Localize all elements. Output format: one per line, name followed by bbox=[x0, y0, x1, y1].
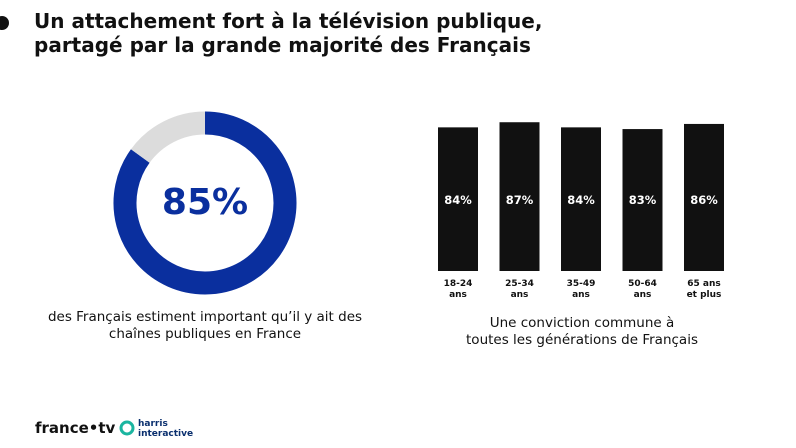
bar-value-label: 87% bbox=[506, 193, 534, 207]
x-tick-label: 65 ans et plus bbox=[687, 279, 722, 300]
bar bbox=[622, 129, 663, 271]
bar-caption: Une conviction commune à toutes les génér… bbox=[466, 315, 698, 348]
harris-logo: harris interactive bbox=[138, 419, 193, 439]
bar bbox=[684, 123, 724, 271]
bar bbox=[499, 122, 540, 271]
title-bullet bbox=[0, 16, 9, 30]
slide-title: Un attachement fort à la télévision publ… bbox=[34, 9, 542, 57]
x-tick-label: 50-64 ans bbox=[628, 279, 657, 300]
donut-center-label: 85% bbox=[162, 182, 248, 223]
x-tick-label: 18-24 ans bbox=[444, 279, 473, 300]
donut-segment bbox=[130, 111, 206, 164]
bar-value-label: 83% bbox=[629, 193, 657, 207]
harris-logo-icon bbox=[119, 420, 135, 436]
x-tick-label: 25-34 ans bbox=[505, 279, 534, 300]
bar bbox=[438, 127, 478, 271]
bar bbox=[561, 127, 601, 271]
donut-segment bbox=[113, 111, 297, 295]
bar-value-label: 84% bbox=[444, 193, 472, 207]
x-tick-label: 35-49 ans bbox=[567, 279, 596, 300]
france-tv-logo: france•tv bbox=[35, 419, 116, 437]
bar-value-label: 86% bbox=[690, 193, 718, 207]
donut-caption: des Français estiment important qu’il y … bbox=[48, 309, 362, 342]
bar-value-label: 84% bbox=[567, 193, 595, 207]
